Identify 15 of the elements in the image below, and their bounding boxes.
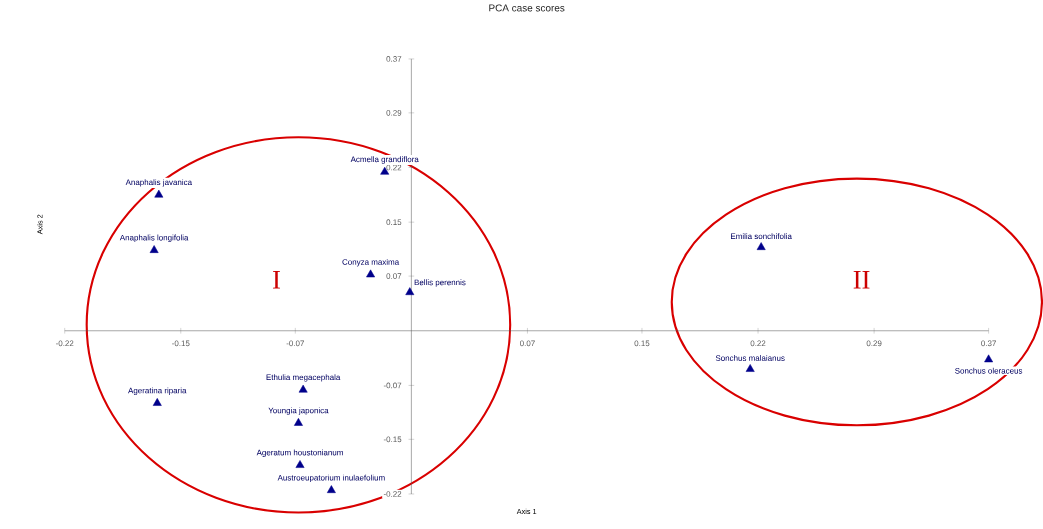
point bbox=[298, 384, 308, 393]
annotation: I bbox=[273, 271, 280, 289]
point bbox=[745, 364, 755, 372]
point bbox=[366, 269, 375, 278]
chart-title: PCA case scores bbox=[489, 4, 565, 12]
point bbox=[984, 354, 994, 363]
point bbox=[405, 287, 415, 296]
point bbox=[326, 485, 336, 494]
annotation: II bbox=[853, 271, 870, 289]
point bbox=[152, 398, 162, 406]
point bbox=[294, 418, 303, 426]
point bbox=[756, 242, 766, 251]
point bbox=[295, 460, 305, 468]
point bbox=[149, 245, 159, 253]
point bbox=[154, 189, 164, 198]
